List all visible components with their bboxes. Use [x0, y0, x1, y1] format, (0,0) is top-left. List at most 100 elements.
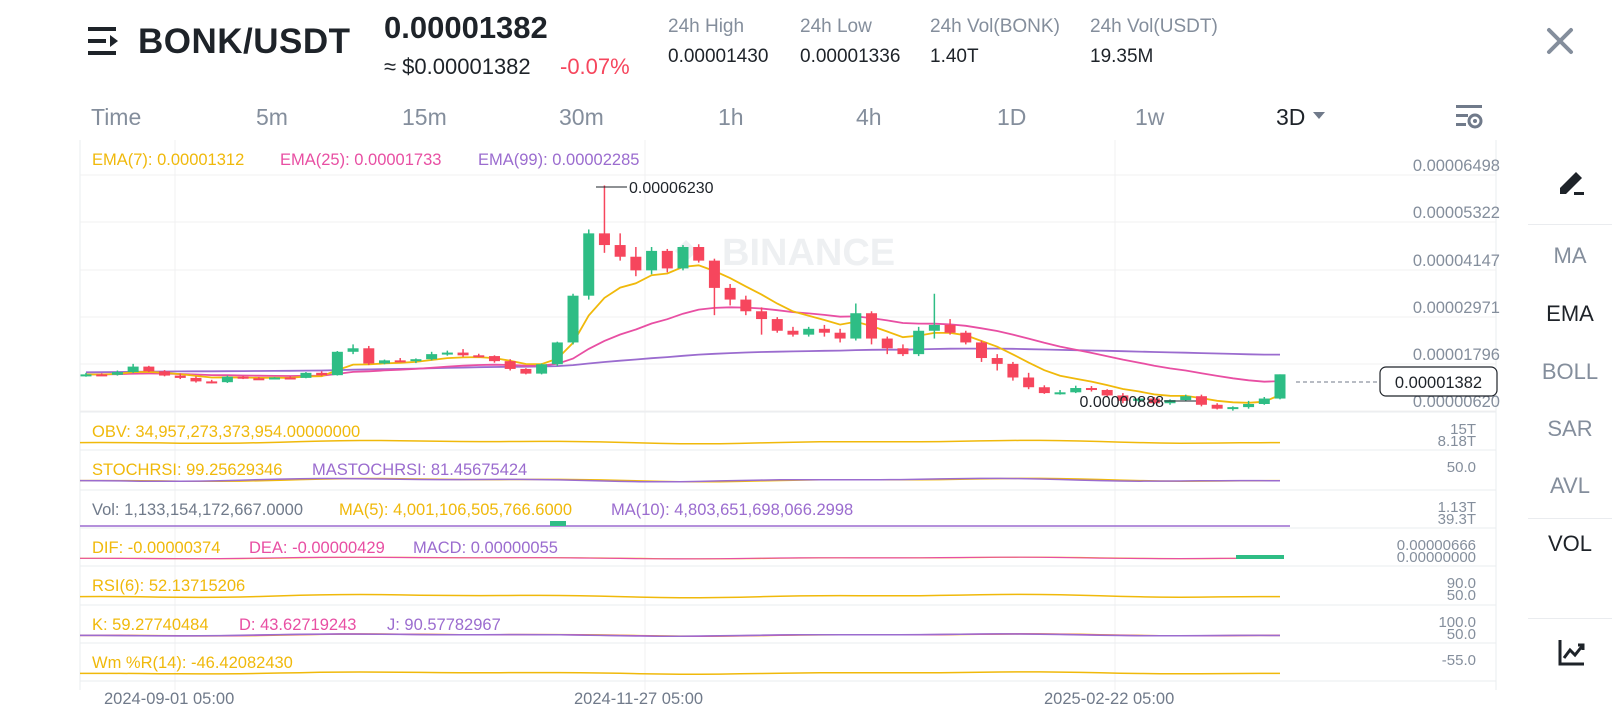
- stat-value: 1.40T: [930, 46, 979, 67]
- candle-body: [1023, 377, 1035, 388]
- chart-line-icon[interactable]: [1556, 636, 1588, 668]
- indicator-vol[interactable]: VOL: [1547, 531, 1593, 556]
- tab-4h[interactable]: 4h: [856, 104, 882, 130]
- ema25-legend: EMA(25): 0.00001733: [280, 151, 441, 169]
- indicator-ema[interactable]: EMA: [1546, 301, 1594, 326]
- divider: [1528, 224, 1612, 225]
- stat-label: 24h High: [668, 16, 745, 37]
- ema-lines: [85, 264, 1281, 404]
- tab-3d[interactable]: 3D: [1276, 104, 1326, 131]
- tab-15m[interactable]: 15m: [402, 104, 447, 130]
- candle-body: [1243, 404, 1255, 408]
- last-price-tag: 0.00001382: [1296, 366, 1498, 397]
- y-tick-label: 0.00006498: [1413, 157, 1500, 175]
- tab-30m[interactable]: 30m: [559, 104, 604, 130]
- y-tick-label: 0.00000620: [1413, 393, 1500, 411]
- candle-body: [1274, 374, 1286, 399]
- x-tick-label: 2024-09-01 05:00: [104, 690, 234, 708]
- candle-body: [316, 372, 328, 376]
- indicator-sar[interactable]: SAR: [1547, 416, 1593, 441]
- rsi-line: [79, 593, 1280, 599]
- candle-body: [598, 233, 610, 246]
- stat-label: 24h Low: [800, 16, 872, 37]
- macd-axis-label: 0.00000000: [1397, 549, 1476, 566]
- obv-legend: OBV: 34,957,273,373,954.00000000: [92, 423, 360, 441]
- candle-body: [944, 324, 956, 333]
- vol-axis-label: 1.13T: [1438, 499, 1476, 516]
- indicator-avl[interactable]: AVL: [1550, 473, 1590, 498]
- macd-legend: DIF: -0.00000374: [92, 539, 220, 557]
- ema99-legend: EMA(99): 0.00002285: [478, 151, 639, 169]
- vol-legend: MA(10): 4,803,651,698,066.2998: [611, 501, 853, 519]
- candle-body: [1195, 396, 1207, 405]
- macd-axis-label: 0.00000666: [1397, 537, 1476, 554]
- kdj-legend: J: 90.57782967: [387, 616, 501, 634]
- candle-body: [143, 366, 155, 372]
- draw-pen-icon[interactable]: [1556, 166, 1588, 198]
- y-tick-label: 0.00005322: [1413, 204, 1500, 222]
- tab-1d[interactable]: 1D: [997, 104, 1027, 130]
- candle-body: [991, 358, 1003, 364]
- kline-chart[interactable]: BINANCE EMA(7): 0.00001312 EMA(25): 0.00…: [0, 0, 1528, 720]
- caret-down-icon: [1313, 112, 1326, 120]
- candle-body: [1038, 387, 1050, 394]
- candle-body: [1211, 404, 1223, 409]
- candle-body: [661, 250, 673, 269]
- low-marker: 0.00000888: [1079, 394, 1196, 411]
- last-price-tag-label: 0.00001382: [1395, 374, 1482, 392]
- stat-value: 0.00001430: [668, 46, 769, 67]
- indicator-boll[interactable]: BOLL: [1541, 359, 1599, 384]
- menu-icon[interactable]: [88, 24, 122, 58]
- kdj-line: [80, 633, 1281, 637]
- candle-body: [221, 376, 233, 383]
- vol-legend: MA(5): 4,001,106,505,766.6000: [339, 501, 572, 519]
- tab-time[interactable]: Time: [91, 104, 142, 130]
- candles: [80, 185, 1286, 411]
- candle-body: [960, 332, 972, 343]
- candle-body: [159, 371, 171, 376]
- candle-body: [913, 330, 925, 355]
- chart-settings-icon[interactable]: [1454, 102, 1484, 132]
- side-toolbar: MA EMA BOLL SAR AVL VOL: [1528, 140, 1612, 720]
- candle-body: [1070, 388, 1082, 393]
- tab-1h[interactable]: 1h: [718, 104, 744, 130]
- price-change: -0.07%: [560, 54, 630, 79]
- macd-histogram: [1236, 555, 1284, 559]
- candle-body: [441, 352, 453, 355]
- stochrsi-legend: MASTOCHRSI: 81.45675424: [312, 461, 527, 479]
- close-icon[interactable]: [1543, 24, 1577, 58]
- indicator-panels: OBV: 34,957,273,373,954.00000000 15T8.18T…: [79, 421, 1476, 675]
- candle-body: [724, 287, 736, 300]
- high-marker: 0.00006230: [596, 180, 714, 197]
- macd-line: [80, 556, 1280, 560]
- y-tick-label: 0.00001796: [1413, 346, 1500, 364]
- divider: [1528, 618, 1612, 619]
- candle-body: [787, 330, 799, 335]
- candle-body: [190, 377, 202, 382]
- candle-body: [630, 256, 642, 271]
- macd-legend: DEA: -0.00000429: [249, 539, 385, 557]
- ema7-line: [85, 264, 1281, 404]
- candle-body: [127, 366, 139, 373]
- trading-pair[interactable]: BONK/USDT: [138, 22, 351, 61]
- tab-1w[interactable]: 1w: [1135, 104, 1165, 130]
- rsi-legend: RSI(6): 52.13715206: [92, 577, 245, 595]
- wr-legend: Wm %R(14): -46.42082430: [92, 654, 293, 672]
- tab-5m[interactable]: 5m: [256, 104, 288, 130]
- vol-legend: Vol: 1,133,154,172,667.0000: [92, 501, 303, 519]
- tab-3d-label: 3D: [1276, 104, 1306, 130]
- ema99-line: [85, 347, 1280, 374]
- stat-label: 24h Vol(USDT): [1090, 16, 1218, 37]
- divider: [1528, 518, 1612, 519]
- stochrsi-legend: STOCHRSI: 99.25629346: [92, 461, 282, 479]
- candle-body: [976, 342, 987, 359]
- candle-body: [1054, 392, 1066, 395]
- candle-body: [1007, 363, 1019, 378]
- y-tick-label: 0.00004147: [1413, 252, 1500, 270]
- candle-body: [881, 338, 893, 349]
- stochrsi-axis-label: 50.0: [1447, 459, 1476, 476]
- ema7-legend: EMA(7): 0.00001312: [92, 151, 244, 169]
- indicator-ma[interactable]: MA: [1553, 243, 1587, 268]
- stat-24h-high: 24h High 0.00001430: [668, 16, 768, 68]
- stat-value: 19.35M: [1090, 46, 1154, 67]
